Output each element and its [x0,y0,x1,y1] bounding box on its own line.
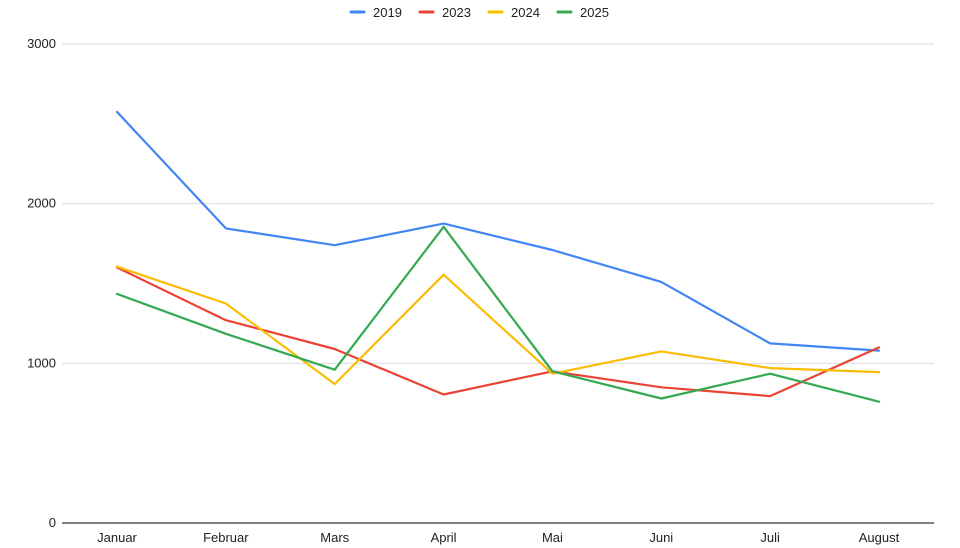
series-line-2023 [115,266,881,398]
x-tick-label: Mai [542,530,563,545]
legend-label-2025: 2025 [580,5,609,20]
legend-label-2019: 2019 [373,5,402,20]
series-line-2024 [115,265,881,386]
x-tick-label: Mars [320,530,349,545]
series-line-2025 [115,225,881,403]
x-tick-label: Juni [649,530,673,545]
series-lines [115,110,881,403]
x-tick-label: August [859,530,900,545]
x-tick-label: April [431,530,457,545]
series-line-2019 [115,110,881,352]
legend: 2019 2023 2024 2025 [349,5,609,20]
legend-label-2023: 2023 [442,5,471,20]
x-tick-label: Februar [203,530,249,545]
y-tick-label: 3000 [27,36,56,51]
x-tick-label: Juli [760,530,780,545]
y-axis-ticks: 0 1000 2000 3000 [27,36,56,530]
x-tick-label: Januar [97,530,137,545]
gridlines [62,43,934,524]
y-tick-label: 1000 [27,355,56,370]
x-axis-ticks: Januar Februar Mars April Mai Juni Juli August [97,530,899,545]
y-tick-label: 2000 [27,196,56,211]
legend-label-2024: 2024 [511,5,540,20]
y-tick-label: 0 [49,515,56,530]
